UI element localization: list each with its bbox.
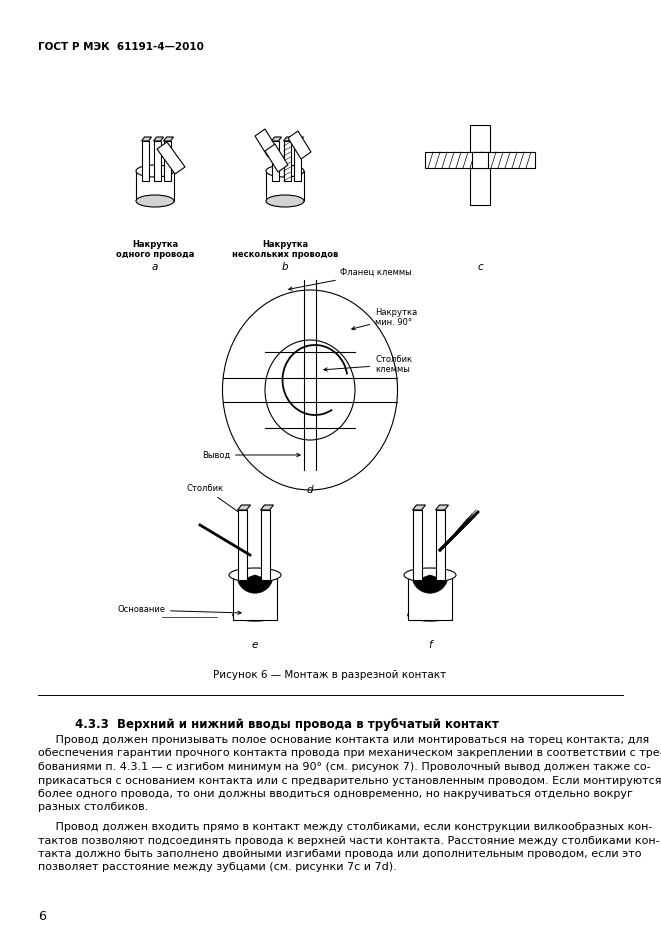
Bar [272, 141, 278, 181]
Bar [266, 171, 304, 201]
Polygon shape [153, 137, 163, 141]
Ellipse shape [266, 195, 304, 207]
Text: разных столбиков.: разных столбиков. [38, 802, 148, 812]
Text: позволяет расстояние между зубцами (см. рисунки 7с и 7d).: позволяет расстояние между зубцами (см. … [38, 862, 397, 872]
Ellipse shape [404, 568, 456, 582]
Text: обеспечения гарантии прочного контакта провода при механическом закреплении в со: обеспечения гарантии прочного контакта п… [38, 749, 661, 758]
Bar [163, 141, 171, 181]
Text: Фланец клеммы: Фланец клеммы [289, 268, 412, 290]
Bar [153, 141, 161, 181]
Bar [233, 575, 277, 620]
Text: Накрутка
мин. 90°: Накрутка мин. 90° [352, 308, 417, 329]
Text: c: c [477, 262, 483, 272]
Text: ГОСТ Р МЭК  61191-4—2010: ГОСТ Р МЭК 61191-4—2010 [38, 42, 204, 52]
Text: d: d [307, 485, 313, 495]
Ellipse shape [223, 290, 397, 490]
Text: прикасаться с основанием контакта или с предварительно установленным проводом. Е: прикасаться с основанием контакта или с … [38, 776, 661, 785]
Text: f: f [428, 640, 432, 650]
Bar [136, 171, 174, 201]
Bar [141, 141, 149, 181]
Text: тактов позволяют подсоединять провода к верхней части контакта. Расстояние между: тактов позволяют подсоединять провода к … [38, 836, 660, 845]
Polygon shape [237, 505, 251, 510]
Ellipse shape [265, 340, 355, 440]
Text: такта должно быть заполнено двойными изгибами провода или дополнительным проводо: такта должно быть заполнено двойными изг… [38, 849, 641, 859]
Ellipse shape [136, 195, 174, 207]
Text: более одного провода, то они должны вводиться одновременно, но накручиваться отд: более одного провода, то они должны ввод… [38, 789, 633, 799]
Polygon shape [272, 137, 282, 141]
Text: Рисунок 6 — Монтаж в разрезной контакт: Рисунок 6 — Монтаж в разрезной контакт [214, 670, 447, 680]
Text: 6: 6 [38, 910, 46, 923]
Bar [237, 510, 247, 580]
Ellipse shape [229, 568, 281, 582]
Wedge shape [238, 575, 272, 593]
Ellipse shape [266, 165, 304, 177]
Bar [408, 575, 452, 620]
Text: Основание: Основание [117, 606, 241, 615]
Text: Столбик
клеммы: Столбик клеммы [324, 355, 412, 374]
Text: b: b [282, 262, 288, 272]
Text: a: a [152, 262, 158, 272]
Text: Вывод: Вывод [202, 450, 300, 460]
Bar [425, 152, 535, 168]
Text: 4.3.3  Верхний и нижний вводы провода в трубчатый контакт: 4.3.3 Верхний и нижний вводы провода в т… [75, 718, 499, 731]
Polygon shape [260, 505, 274, 510]
Polygon shape [157, 142, 185, 174]
Text: бованиями п. 4.3.1 — с изгибом минимум на 90° (см. рисунок 7). Проволочный вывод: бованиями п. 4.3.1 — с изгибом минимум н… [38, 762, 650, 772]
Polygon shape [163, 137, 173, 141]
Polygon shape [412, 505, 426, 510]
Polygon shape [436, 505, 449, 510]
Wedge shape [413, 575, 447, 593]
Text: Провод должен пронизывать полое основание контакта или монтироваться на торец ко: Провод должен пронизывать полое основани… [38, 735, 649, 745]
Bar [284, 141, 290, 181]
Text: Накрутка
одного провода: Накрутка одного провода [116, 240, 194, 259]
Text: Провод должен входить прямо в контакт между столбиками, если конструкции вилкооб: Провод должен входить прямо в контакт ме… [38, 822, 652, 832]
Ellipse shape [408, 609, 452, 621]
Bar [412, 510, 422, 580]
Bar [470, 125, 490, 205]
Polygon shape [255, 129, 278, 157]
Text: Накрутка
нескольких проводов: Накрутка нескольких проводов [232, 240, 338, 259]
Bar [293, 141, 301, 181]
Text: Столбик: Столбик [186, 484, 247, 518]
Polygon shape [284, 137, 293, 141]
Polygon shape [265, 144, 288, 172]
Polygon shape [288, 131, 311, 159]
Ellipse shape [136, 165, 174, 177]
Ellipse shape [233, 609, 277, 621]
Bar [472, 152, 488, 168]
Text: e: e [252, 640, 258, 650]
Bar [436, 510, 444, 580]
Polygon shape [141, 137, 151, 141]
Polygon shape [293, 137, 303, 141]
Bar [260, 510, 270, 580]
